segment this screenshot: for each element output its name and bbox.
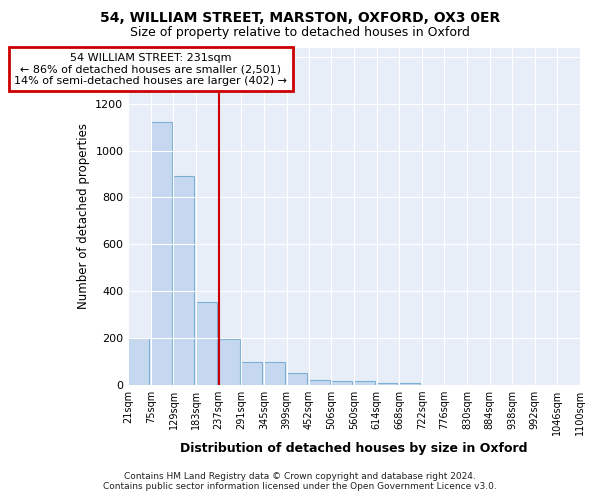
Bar xyxy=(331,380,352,385)
Text: Contains HM Land Registry data © Crown copyright and database right 2024.
Contai: Contains HM Land Registry data © Crown c… xyxy=(103,472,497,491)
Text: 54 WILLIAM STREET: 231sqm
← 86% of detached houses are smaller (2,501)
14% of se: 54 WILLIAM STREET: 231sqm ← 86% of detac… xyxy=(14,52,287,86)
Bar xyxy=(287,372,307,385)
Bar xyxy=(377,382,397,385)
Bar xyxy=(308,380,329,385)
Bar xyxy=(151,122,172,385)
Bar xyxy=(218,339,239,385)
Y-axis label: Number of detached properties: Number of detached properties xyxy=(77,123,90,309)
Bar xyxy=(264,362,285,385)
Bar xyxy=(354,380,375,385)
Text: Size of property relative to detached houses in Oxford: Size of property relative to detached ho… xyxy=(130,26,470,39)
Text: 54, WILLIAM STREET, MARSTON, OXFORD, OX3 0ER: 54, WILLIAM STREET, MARSTON, OXFORD, OX3… xyxy=(100,11,500,25)
Bar xyxy=(399,382,420,385)
Bar xyxy=(196,302,217,385)
Bar xyxy=(173,176,194,385)
Bar xyxy=(241,362,262,385)
Bar xyxy=(128,338,149,385)
X-axis label: Distribution of detached houses by size in Oxford: Distribution of detached houses by size … xyxy=(181,442,528,455)
